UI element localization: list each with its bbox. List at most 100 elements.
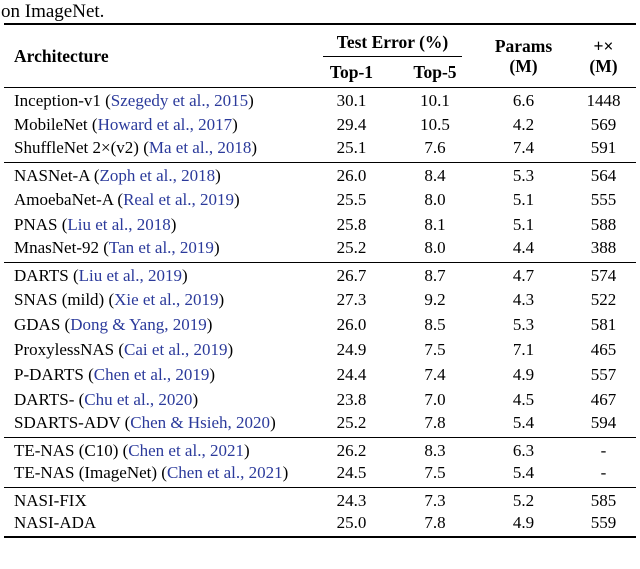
flops-cell: 574 bbox=[590, 266, 617, 286]
flops-cell: 569 bbox=[590, 114, 617, 134]
table-row: TE-NAS (C10) (Chen et al., 2021) 26.2 8.3 6… bbox=[4, 437, 636, 462]
table-group: TE-NAS (C10) (Chen et al., 2021) 26.2 8.3 6… bbox=[4, 437, 636, 487]
citation-link[interactable]: Real et al., 2019 bbox=[123, 189, 235, 209]
table-row: DARTS- (Chu et al., 2020) 23.8 7.0 4.5 467 bbox=[4, 387, 636, 412]
table-row: NASI-ADA 25.0 7.8 4.9 559 bbox=[4, 512, 636, 537]
table-row: TE-NAS (ImageNet) (Chen et al., 2021) 24.… bbox=[4, 462, 636, 487]
top5-cell: 7.3 bbox=[424, 491, 446, 511]
top5-cell: 8.4 bbox=[424, 166, 446, 186]
top1-cell: 24.5 bbox=[336, 462, 367, 482]
top1-cell: 26.7 bbox=[336, 266, 367, 286]
top5-cell: 8.0 bbox=[424, 189, 446, 209]
architecture-cell: SNAS (mild) (Xie et al., 2019) bbox=[14, 289, 225, 309]
flops-cell: 522 bbox=[590, 289, 617, 309]
table-row: ShuffleNet 2×(v2) (Ma et al., 2018) 25.1 7… bbox=[4, 137, 636, 162]
citation-link[interactable]: Chen et al., 2021 bbox=[128, 441, 244, 461]
citation-link[interactable]: Szegedy et al., 2015 bbox=[110, 91, 249, 111]
column-header-architecture: Architecture bbox=[14, 45, 109, 66]
params-cell: 6.6 bbox=[512, 91, 535, 111]
top1-cell: 25.0 bbox=[336, 512, 367, 532]
citation-link[interactable]: Ma et al., 2018 bbox=[148, 137, 252, 157]
flops-label-line1: +× bbox=[593, 35, 614, 56]
citation-link[interactable]: Zoph et al., 2018 bbox=[99, 166, 216, 186]
citation-link[interactable]: Chu et al., 2020 bbox=[84, 389, 193, 409]
column-header-top1: Top-1 bbox=[329, 61, 374, 82]
top5-cell: 10.5 bbox=[420, 114, 450, 134]
params-cell: 4.2 bbox=[512, 114, 535, 134]
table-row: NASI-FIX 24.3 7.3 5.2 585 bbox=[4, 487, 636, 512]
citation-link[interactable]: Howard et al., 2017 bbox=[97, 114, 233, 134]
params-cell: 4.9 bbox=[512, 364, 535, 384]
citation-link[interactable]: Chen & Hsieh, 2020 bbox=[130, 412, 271, 432]
citation-link[interactable]: Xie et al., 2019 bbox=[114, 289, 219, 309]
architecture-cell: PNAS (Liu et al., 2018) bbox=[14, 214, 177, 234]
table-row: PNAS (Liu et al., 2018) 25.8 8.1 5.1 588 bbox=[4, 212, 636, 237]
architecture-cell: MnasNet-92 (Tan et al., 2019) bbox=[14, 237, 220, 257]
table-group: DARTS (Liu et al., 2019) 26.7 8.7 4.7 574 SNA… bbox=[4, 262, 636, 437]
table-row: SDARTS-ADV (Chen & Hsieh, 2020) 25.2 7.8 5.… bbox=[4, 412, 636, 437]
params-cell: 5.3 bbox=[512, 166, 535, 186]
top1-cell: 25.1 bbox=[336, 137, 367, 157]
architecture-cell: NASI-FIX bbox=[14, 491, 87, 511]
top1-cell: 25.8 bbox=[336, 214, 367, 234]
citation-link[interactable]: Cai et al., 2019 bbox=[124, 339, 228, 359]
params-cell: 4.4 bbox=[512, 237, 535, 257]
params-cell: 5.3 bbox=[512, 314, 535, 334]
flops-cell: 588 bbox=[590, 214, 617, 234]
column-header-params: Params (M) bbox=[476, 24, 571, 87]
column-header-test-error: Test Error (%) bbox=[309, 24, 476, 57]
citation-link[interactable]: Chen et al., 2019 bbox=[93, 364, 210, 384]
architecture-cell: ShuffleNet 2×(v2) (Ma et al., 2018) bbox=[14, 137, 257, 157]
params-cell: 4.9 bbox=[512, 512, 535, 532]
table-row: GDAS (Dong & Yang, 2019) 26.0 8.5 5.3 581 bbox=[4, 312, 636, 337]
citation-link[interactable]: Liu et al., 2019 bbox=[78, 266, 183, 286]
citation-link[interactable]: Dong & Yang, 2019 bbox=[70, 314, 207, 334]
top1-cell: 25.2 bbox=[336, 412, 367, 432]
flops-cell: 564 bbox=[590, 166, 617, 186]
top1-cell: 30.1 bbox=[336, 91, 367, 111]
table-row: SNAS (mild) (Xie et al., 2019) 27.3 9.2 4.3… bbox=[4, 287, 636, 312]
architecture-cell: GDAS (Dong & Yang, 2019) bbox=[14, 314, 213, 334]
top5-cell: 7.8 bbox=[424, 412, 446, 432]
top5-cell: 9.2 bbox=[424, 289, 446, 309]
table-group: NASI-FIX 24.3 7.3 5.2 585 NASI-ADA 25.0 7.8 4.9 5… bbox=[4, 487, 636, 537]
citation-link[interactable]: Liu et al., 2018 bbox=[67, 214, 171, 234]
params-cell: 5.1 bbox=[512, 214, 535, 234]
architecture-cell: DARTS- (Chu et al., 2020) bbox=[14, 389, 199, 409]
flops-cell: - bbox=[600, 462, 607, 482]
table-row: AmoebaNet-A (Real et al., 2019) 25.5 8.0 5.… bbox=[4, 187, 636, 212]
table-header: Architecture Test Error (%) Params (M) +… bbox=[4, 24, 636, 87]
table-group: Inception-v1 (Szegedy et al., 2015) 30.1 1… bbox=[4, 87, 636, 162]
citation-link[interactable]: Chen et al., 2021 bbox=[166, 462, 283, 482]
architecture-cell: TE-NAS (C10) (Chen et al., 2021) bbox=[14, 441, 250, 461]
architecture-cell: DARTS (Liu et al., 2019) bbox=[14, 266, 188, 286]
flops-cell: 594 bbox=[590, 412, 617, 432]
params-cell: 7.1 bbox=[512, 339, 535, 359]
flops-cell: 557 bbox=[590, 364, 617, 384]
params-cell: 5.4 bbox=[512, 412, 535, 432]
architecture-cell: SDARTS-ADV (Chen & Hsieh, 2020) bbox=[14, 412, 276, 432]
params-cell: 7.4 bbox=[512, 137, 535, 157]
top1-cell: 27.3 bbox=[336, 289, 367, 309]
top1-cell: 26.0 bbox=[336, 314, 367, 334]
top5-cell: 7.8 bbox=[424, 512, 446, 532]
flops-cell: 591 bbox=[590, 137, 617, 157]
params-label-line2: (M) bbox=[509, 55, 538, 76]
params-cell: 4.5 bbox=[512, 389, 535, 409]
flops-cell: 388 bbox=[590, 237, 617, 257]
architecture-cell: AmoebaNet-A (Real et al., 2019) bbox=[14, 189, 240, 209]
architecture-cell: ProxylessNAS (Cai et al., 2019) bbox=[14, 339, 234, 359]
top1-cell: 29.4 bbox=[336, 114, 367, 134]
flops-cell: 559 bbox=[590, 512, 617, 532]
flops-label-line2: (M) bbox=[589, 55, 618, 76]
architecture-cell: NASI-ADA bbox=[14, 512, 97, 532]
params-cell: 6.3 bbox=[512, 441, 535, 461]
flops-cell: 1448 bbox=[586, 91, 621, 111]
table-row: MnasNet-92 (Tan et al., 2019) 25.2 8.0 4.4 3… bbox=[4, 237, 636, 262]
table-row: DARTS (Liu et al., 2019) 26.7 8.7 4.7 574 bbox=[4, 262, 636, 287]
table-row: MobileNet (Howard et al., 2017) 29.4 10.5 4… bbox=[4, 112, 636, 137]
flops-cell: 581 bbox=[590, 314, 617, 334]
citation-link[interactable]: Tan et al., 2019 bbox=[108, 237, 214, 257]
table-caption-fragment: on ImageNet. bbox=[1, 1, 105, 22]
architecture-cell: Inception-v1 (Szegedy et al., 2015) bbox=[14, 91, 254, 111]
